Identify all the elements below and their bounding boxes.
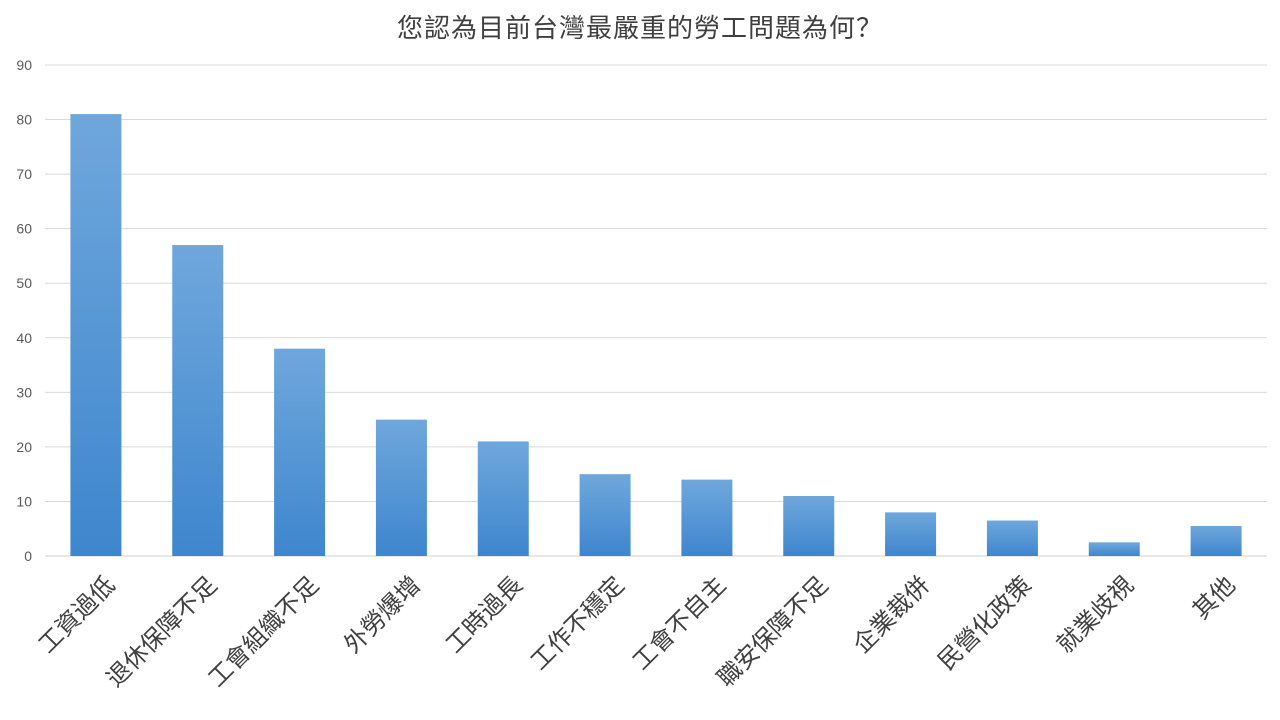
- y-tick-label: 20: [16, 439, 32, 455]
- y-tick-label: 50: [16, 275, 32, 291]
- y-tick-label: 10: [16, 493, 32, 509]
- y-tick-label: 90: [16, 57, 32, 73]
- x-tick-label: 就業歧視: [1051, 571, 1139, 659]
- bar-11: [1088, 542, 1140, 556]
- x-tick-label: 其他: [1187, 571, 1241, 625]
- y-tick-label: 70: [16, 166, 32, 182]
- bar-9: [885, 512, 937, 556]
- bar-7: [681, 479, 733, 556]
- x-tick-label: 工會組織不足: [203, 571, 325, 693]
- x-tick-label: 企業裁併: [848, 571, 936, 659]
- bar-4: [375, 419, 427, 556]
- bar-3: [274, 348, 326, 556]
- bar-6: [579, 474, 631, 556]
- y-tick-label: 80: [16, 112, 32, 128]
- x-tick-label: 工作不穩定: [525, 571, 630, 676]
- x-tick-label: 民營化政策: [932, 571, 1037, 676]
- chart-title: 您認為目前台灣最嚴重的勞工問題為何？: [396, 14, 883, 44]
- y-tick-label: 30: [16, 384, 32, 400]
- y-tick-label: 0: [24, 548, 32, 564]
- bar-1: [70, 114, 122, 556]
- bars: [70, 114, 1242, 557]
- bar-10: [986, 520, 1038, 556]
- bar-8: [783, 495, 835, 556]
- bar-2: [172, 245, 224, 557]
- x-tick-label: 工會不自主: [627, 571, 732, 676]
- bar-12: [1190, 525, 1242, 556]
- grid-lines: [45, 64, 1267, 557]
- y-axis-ticks: 0 10 20 30 40 50 60 70 80 90: [16, 57, 32, 564]
- x-tick-label: 工資過低: [33, 571, 121, 659]
- y-tick-label: 60: [16, 221, 32, 237]
- x-tick-label: 外勞爆增: [338, 571, 426, 659]
- y-tick-label: 40: [16, 330, 32, 346]
- x-tick-label: 職安保障不足: [712, 571, 834, 693]
- x-tick-label: 工時過長: [440, 571, 528, 659]
- bar-5: [477, 441, 529, 556]
